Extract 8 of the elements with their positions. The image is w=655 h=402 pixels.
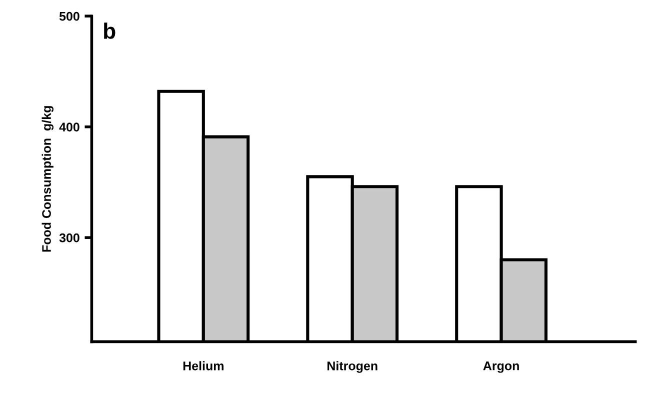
x-tick-label: Argon bbox=[483, 362, 519, 373]
y-tick-label: 400 bbox=[59, 122, 80, 132]
annotation: b bbox=[104, 22, 116, 39]
y-axis-title: Food Consumption g/kg bbox=[42, 106, 54, 252]
x-tick-label: Helium bbox=[183, 361, 224, 370]
y-tick-label: 300 bbox=[59, 233, 80, 242]
y-tick-label: 500 bbox=[59, 12, 80, 21]
x-tick-label: Nitrogen bbox=[328, 361, 378, 373]
